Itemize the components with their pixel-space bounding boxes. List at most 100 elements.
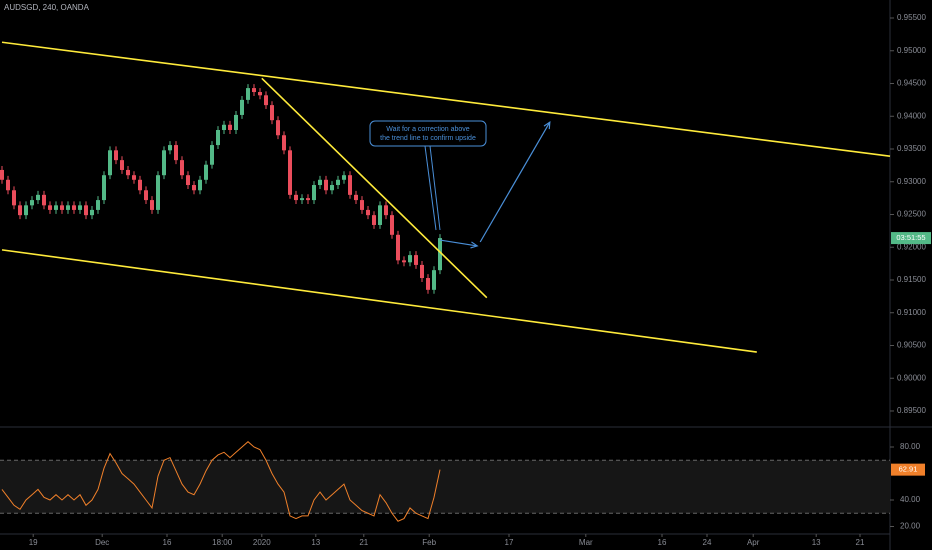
rsi-tick-label: 80.00 <box>900 442 921 451</box>
annotation-pointer <box>424 145 437 231</box>
x-tick-label: Mar <box>579 538 593 547</box>
x-tick-label: 2020 <box>253 538 271 547</box>
x-tick-label: Dec <box>95 538 109 547</box>
candle-body <box>252 88 256 93</box>
candle-body <box>162 150 166 176</box>
candle-body <box>96 200 100 210</box>
rsi-current-box <box>891 463 925 476</box>
x-tick-label: 16 <box>658 538 667 547</box>
candle-body <box>216 130 220 146</box>
y-tick-label: 0.95000 <box>897 46 926 55</box>
candle-body <box>192 185 196 191</box>
candle-body <box>108 150 112 176</box>
candle-body <box>300 198 304 201</box>
x-tick-label: Feb <box>422 538 436 547</box>
y-tick-label: 0.92500 <box>897 210 926 219</box>
candle-body <box>264 95 268 106</box>
x-tick-label: 18:00 <box>212 538 233 547</box>
chart-title: AUDSGD, 240, OANDA <box>4 3 90 12</box>
candle-body <box>432 270 436 290</box>
y-tick-label: 0.93000 <box>897 177 926 186</box>
candle-body <box>372 215 376 225</box>
x-tick-label: 13 <box>311 538 320 547</box>
y-tick-label: 0.95500 <box>897 13 926 22</box>
candle-body <box>138 179 142 191</box>
trend-line <box>261 77 488 299</box>
candle-body <box>414 255 418 265</box>
candle-body <box>396 234 400 261</box>
candle-body <box>180 160 184 176</box>
candle-body <box>312 185 316 201</box>
candle-body <box>126 169 130 176</box>
candle-body <box>384 205 388 216</box>
candle-body <box>246 88 250 100</box>
annotation-box <box>369 120 487 147</box>
rsi-line <box>1 441 441 522</box>
candle-body <box>324 179 328 191</box>
candle-body <box>120 160 124 170</box>
y-tick-label: 0.91500 <box>897 275 926 284</box>
x-tick-label: Apr <box>747 538 760 547</box>
candle-body <box>426 278 430 290</box>
rsi-tick-label: 20.00 <box>900 522 921 531</box>
candle-body <box>378 205 382 225</box>
candle-body <box>198 179 202 191</box>
arrow <box>439 239 478 247</box>
y-tick-label: 0.93500 <box>897 144 926 153</box>
y-tick-label: 0.90500 <box>897 341 926 350</box>
candle-body <box>90 209 94 216</box>
candle-body <box>438 238 442 271</box>
candle-body <box>66 205 70 210</box>
y-tick-label: 0.94500 <box>897 79 926 88</box>
candle-body <box>366 209 370 216</box>
candle-body <box>60 205 64 210</box>
x-tick-label: 16 <box>163 538 172 547</box>
annotation-pointer <box>429 145 441 231</box>
candle-body <box>156 175 160 210</box>
candle-body <box>36 194 40 201</box>
rsi-tick-label: 40.00 <box>900 495 921 504</box>
candle-body <box>294 194 298 201</box>
candle-body <box>420 264 424 279</box>
candle-body <box>204 164 208 180</box>
candle-body <box>150 200 154 210</box>
candle-body <box>336 179 340 186</box>
current-price-label: 03:51:55 <box>896 233 925 242</box>
candle-body <box>18 205 22 216</box>
arrow <box>479 121 551 243</box>
candle-body <box>132 175 136 180</box>
candle-body <box>42 194 46 206</box>
y-tick-label: 0.91000 <box>897 308 926 317</box>
x-tick-label: 24 <box>703 538 712 547</box>
candle-body <box>144 190 148 201</box>
candle-body <box>84 205 88 216</box>
candle-body <box>408 255 412 263</box>
arrow-head <box>543 120 551 130</box>
x-tick-label: 21 <box>359 538 368 547</box>
candle-body <box>354 194 358 201</box>
candle-body <box>6 179 10 191</box>
candle-body <box>186 175 190 186</box>
annotation-text: the trend line to confirm upside <box>380 135 476 142</box>
candle-body <box>102 175 106 201</box>
candle-body <box>342 175 346 180</box>
candle-body <box>318 179 322 186</box>
x-tick-label: 17 <box>505 538 514 547</box>
candle-body <box>228 124 232 131</box>
candle-body <box>360 200 364 210</box>
candle-body <box>24 205 28 216</box>
trend-line <box>1 41 891 158</box>
candle-body <box>270 105 274 121</box>
candle-body <box>48 205 52 210</box>
y-tick-label: 0.92000 <box>897 242 926 251</box>
candle-body <box>276 120 280 136</box>
candle-body <box>402 260 406 263</box>
arrow-head <box>470 241 479 249</box>
candle-body <box>78 205 82 210</box>
candle-body <box>0 169 4 180</box>
rsi-band <box>0 460 890 514</box>
y-tick-label: 0.90000 <box>897 373 926 382</box>
